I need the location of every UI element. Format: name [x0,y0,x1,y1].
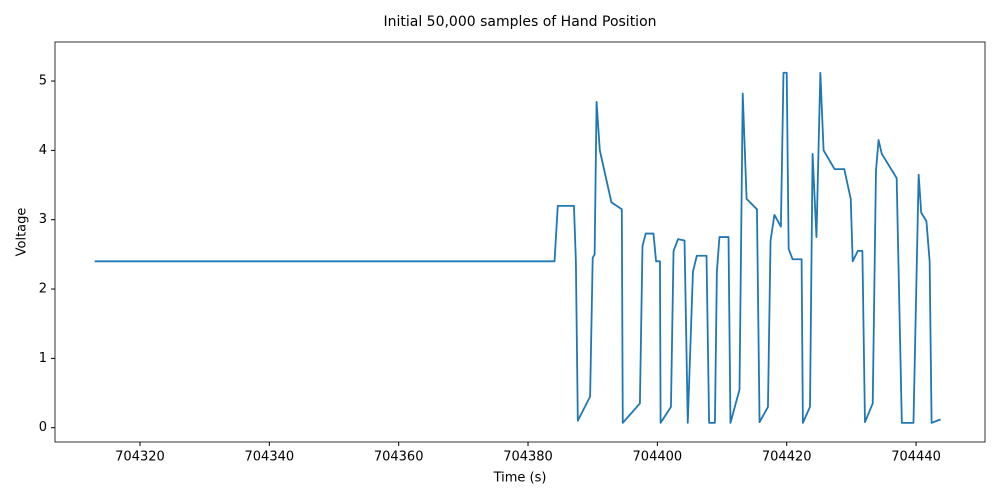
y-tick-label: 2 [39,282,47,297]
x-tick-label: 704420 [762,450,812,465]
x-tick-label: 704360 [374,450,424,465]
x-tick-label: 704440 [891,450,941,465]
plot-frame [54,41,986,443]
data-line [94,71,941,424]
x-axis-label: Time (s) [493,471,547,486]
y-tick-label: 5 [39,74,47,89]
chart-title: Initial 50,000 samples of Hand Position [383,14,656,30]
x-tick-label: 704340 [245,450,295,465]
y-tick-label: 3 [39,212,47,227]
y-tick-label: 1 [39,351,47,366]
x-tick-label: 704380 [503,450,553,465]
x-tick-label: 704400 [633,450,683,465]
y-tick-label: 0 [39,420,47,435]
y-tick-label: 4 [39,143,47,158]
x-tick-label: 704320 [115,450,165,465]
y-axis-label: Voltage [15,208,30,257]
